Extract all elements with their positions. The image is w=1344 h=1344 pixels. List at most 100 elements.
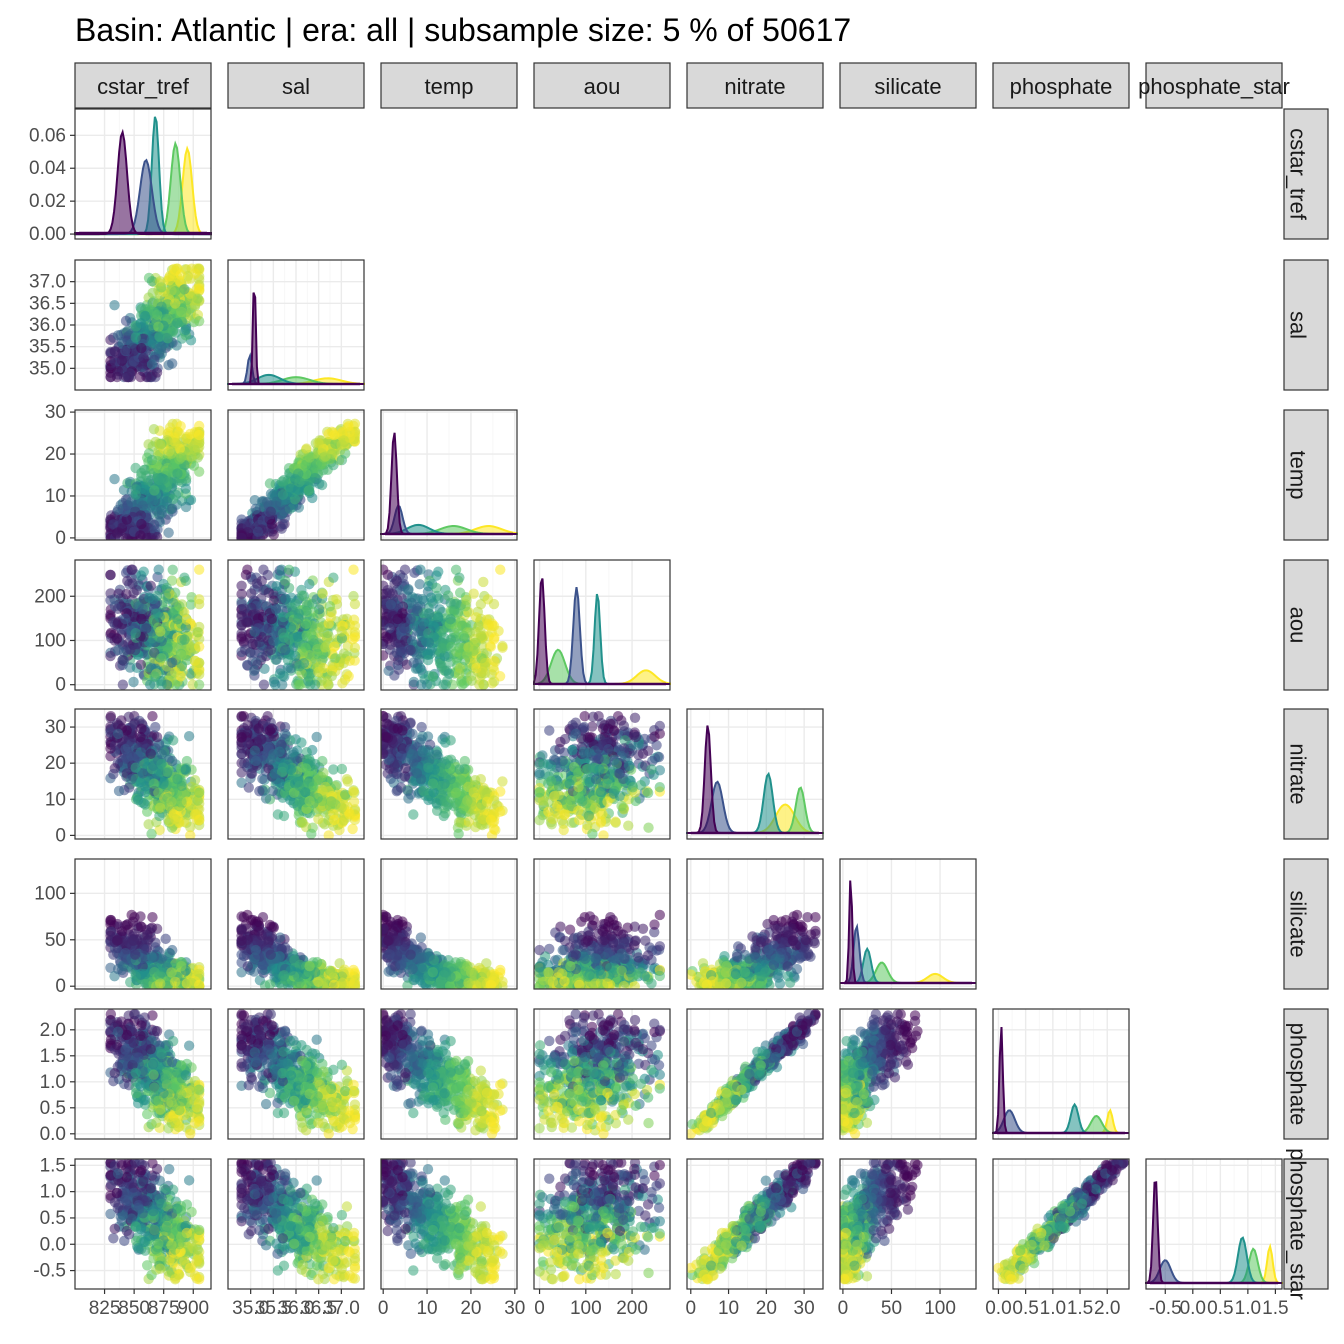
data-point	[276, 564, 287, 575]
data-point	[136, 518, 147, 530]
data-point	[438, 632, 449, 643]
data-point	[266, 723, 277, 734]
data-point	[111, 633, 123, 644]
data-point	[193, 315, 205, 327]
data-point	[236, 748, 247, 759]
data-point	[348, 796, 360, 807]
data-point	[436, 643, 448, 654]
data-point	[136, 342, 147, 354]
data-point	[105, 711, 117, 722]
data-point	[381, 631, 391, 642]
data-point	[149, 519, 160, 531]
data-point	[436, 780, 447, 792]
data-point	[408, 657, 419, 668]
data-point	[323, 830, 334, 839]
data-point	[174, 287, 185, 298]
data-point	[497, 776, 508, 787]
data-point	[399, 564, 411, 575]
data-point	[399, 623, 410, 634]
data-point	[462, 649, 473, 661]
data-point	[481, 614, 493, 625]
data-point	[586, 721, 598, 732]
data-point	[180, 324, 191, 336]
data-point	[336, 626, 347, 637]
strip-background	[1283, 1008, 1329, 1140]
strip-label: phosphate	[1010, 74, 1113, 99]
data-point	[423, 608, 434, 619]
data-point	[341, 774, 353, 785]
data-point	[265, 488, 277, 500]
strip-label: cstar_tref	[97, 74, 190, 99]
data-point	[489, 632, 500, 643]
data-point	[112, 720, 124, 731]
data-point	[172, 773, 183, 785]
data-point	[293, 614, 304, 625]
data-point	[278, 632, 290, 643]
data-point	[494, 671, 506, 682]
data-point	[415, 774, 427, 785]
data-point	[150, 721, 161, 733]
data-point	[257, 773, 268, 785]
data-point	[280, 644, 291, 656]
data-point	[146, 275, 158, 287]
data-point	[145, 532, 156, 540]
data-point	[139, 310, 151, 322]
data-point	[239, 644, 251, 655]
data-point	[166, 670, 177, 682]
data-point	[166, 448, 177, 459]
data-point	[303, 778, 315, 789]
strip-right-silicate: silicate	[1283, 858, 1329, 990]
data-point	[137, 500, 148, 511]
data-point	[344, 426, 356, 438]
data-point	[454, 587, 466, 598]
data-point	[422, 654, 434, 666]
data-point	[186, 451, 197, 462]
data-point	[331, 594, 342, 605]
strip-label: nitrate	[724, 74, 785, 99]
data-point	[431, 582, 442, 594]
strip-label: cstar_tref	[1286, 128, 1311, 221]
data-point	[389, 578, 400, 589]
data-point	[135, 731, 146, 743]
data-point	[108, 519, 119, 530]
data-point	[402, 785, 414, 797]
data-point	[158, 778, 169, 790]
data-point	[183, 731, 195, 742]
panel-border	[227, 409, 365, 541]
data-point	[145, 371, 156, 383]
data-point	[463, 781, 474, 793]
data-point	[427, 778, 439, 789]
data-point	[488, 598, 500, 610]
data-point	[485, 641, 497, 652]
data-point	[454, 572, 465, 583]
data-point	[414, 578, 425, 590]
data-point	[154, 474, 165, 486]
data-point	[167, 503, 178, 515]
data-point	[309, 472, 321, 484]
data-point	[277, 489, 289, 500]
data-point	[311, 731, 322, 743]
data-point	[423, 762, 434, 773]
data-point	[156, 301, 167, 312]
strip-background	[1283, 409, 1329, 541]
data-point	[112, 504, 124, 516]
data-point	[428, 786, 439, 798]
strip-right-phosphate_star: phosphate_star	[1283, 1148, 1329, 1300]
data-point	[179, 634, 190, 645]
data-point	[258, 679, 270, 690]
data-point	[186, 642, 197, 653]
data-point	[137, 768, 148, 779]
data-point	[193, 564, 205, 575]
data-point	[242, 564, 253, 575]
data-point	[278, 810, 290, 822]
data-point	[163, 527, 174, 538]
strip-right-aou: aou	[1283, 559, 1329, 691]
point-layer	[105, 564, 205, 690]
point-layer	[105, 418, 205, 540]
data-point	[156, 758, 167, 770]
data-point	[193, 466, 205, 477]
strip-top-phosphate: phosphate	[992, 62, 1130, 109]
data-point	[405, 644, 416, 656]
strip-label: silicate	[1286, 890, 1311, 957]
data-point	[176, 306, 187, 318]
